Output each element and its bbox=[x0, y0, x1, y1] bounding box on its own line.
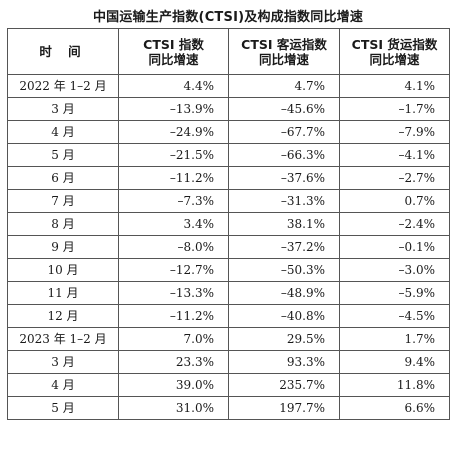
cell-passenger: –67.7% bbox=[228, 120, 340, 144]
table-row: 10 月 –12.7% –50.3% –3.0% bbox=[7, 258, 450, 282]
cell-passenger: 4.7% bbox=[228, 74, 340, 98]
header-row: 时 间 CTSI 指数 同比增速 CTSI 客运指数 同比增速 CTSI 货运指… bbox=[7, 28, 450, 75]
table-row: 6 月 –11.2% –37.6% –2.7% bbox=[7, 166, 450, 190]
cell-passenger: –50.3% bbox=[228, 258, 340, 282]
table-row: 2022 年 1–2 月 4.4% 4.7% 4.1% bbox=[7, 74, 450, 98]
cell-period: 5 月 bbox=[7, 143, 119, 167]
cell-ctsi: 23.3% bbox=[118, 350, 229, 374]
cell-passenger: –40.8% bbox=[228, 304, 340, 328]
table-body: 2022 年 1–2 月 4.4% 4.7% 4.1% 3 月 –13.9% –45.6% –… bbox=[7, 74, 450, 420]
table-row: 8 月 3.4% 38.1% –2.4% bbox=[7, 212, 450, 236]
table-row: 9 月 –8.0% –37.2% –0.1% bbox=[7, 235, 450, 259]
cell-freight: 0.7% bbox=[339, 189, 450, 213]
cell-period: 12 月 bbox=[7, 304, 119, 328]
cell-period: 3 月 bbox=[7, 97, 119, 121]
cell-ctsi: 3.4% bbox=[118, 212, 229, 236]
cell-freight: –2.4% bbox=[339, 212, 450, 236]
cell-ctsi: 31.0% bbox=[118, 396, 229, 420]
table-row: 3 月 –13.9% –45.6% –1.7% bbox=[7, 97, 450, 121]
cell-ctsi: –11.2% bbox=[118, 166, 229, 190]
cell-period: 2022 年 1–2 月 bbox=[7, 74, 119, 98]
table-row: 5 月 –21.5% –66.3% –4.1% bbox=[7, 143, 450, 167]
cell-freight: 1.7% bbox=[339, 327, 450, 351]
table-row: 4 月 –24.9% –67.7% –7.9% bbox=[7, 120, 450, 144]
cell-ctsi: –13.9% bbox=[118, 97, 229, 121]
table-row: 3 月 23.3% 93.3% 9.4% bbox=[7, 350, 450, 374]
cell-ctsi: –24.9% bbox=[118, 120, 229, 144]
table-row: 2023 年 1–2 月 7.0% 29.5% 1.7% bbox=[7, 327, 450, 351]
cell-passenger: 93.3% bbox=[228, 350, 340, 374]
cell-period: 2023 年 1–2 月 bbox=[7, 327, 119, 351]
header-freight-line1: CTSI 货运指数 bbox=[351, 36, 438, 52]
cell-passenger: –37.2% bbox=[228, 235, 340, 259]
cell-ctsi: –13.3% bbox=[118, 281, 229, 305]
table-row: 4 月 39.0% 235.7% 11.8% bbox=[7, 373, 450, 397]
cell-freight: 11.8% bbox=[339, 373, 450, 397]
cell-freight: –7.9% bbox=[339, 120, 450, 144]
cell-ctsi: –7.3% bbox=[118, 189, 229, 213]
cell-period: 5 月 bbox=[7, 396, 119, 420]
cell-period: 4 月 bbox=[7, 373, 119, 397]
header-ctsi: CTSI 指数 同比增速 bbox=[118, 28, 229, 75]
header-freight-line2: 同比增速 bbox=[369, 51, 420, 67]
header-passenger-line2: 同比增速 bbox=[258, 51, 309, 67]
cell-passenger: 38.1% bbox=[228, 212, 340, 236]
cell-ctsi: 39.0% bbox=[118, 373, 229, 397]
cell-freight: –4.1% bbox=[339, 143, 450, 167]
cell-ctsi: 7.0% bbox=[118, 327, 229, 351]
cell-passenger: –37.6% bbox=[228, 166, 340, 190]
cell-period: 4 月 bbox=[7, 120, 119, 144]
cell-freight: –4.5% bbox=[339, 304, 450, 328]
cell-period: 3 月 bbox=[7, 350, 119, 374]
cell-freight: –2.7% bbox=[339, 166, 450, 190]
cell-period: 10 月 bbox=[7, 258, 119, 282]
ctsi-growth-table: 时 间 CTSI 指数 同比增速 CTSI 客运指数 同比增速 CTSI 货运指… bbox=[7, 28, 450, 420]
cell-passenger: –66.3% bbox=[228, 143, 340, 167]
header-passenger: CTSI 客运指数 同比增速 bbox=[228, 28, 340, 75]
cell-ctsi: –21.5% bbox=[118, 143, 229, 167]
cell-ctsi: –11.2% bbox=[118, 304, 229, 328]
header-passenger-line1: CTSI 客运指数 bbox=[241, 36, 327, 52]
header-period-label: 时 间 bbox=[39, 44, 87, 59]
cell-period: 7 月 bbox=[7, 189, 119, 213]
cell-freight: 6.6% bbox=[339, 396, 450, 420]
cell-freight: –5.9% bbox=[339, 281, 450, 305]
table-title: 中国运输生产指数(CTSI)及构成指数同比增速 bbox=[92, 10, 364, 25]
cell-period: 8 月 bbox=[7, 212, 119, 236]
cell-passenger: –45.6% bbox=[228, 97, 340, 121]
cell-passenger: 29.5% bbox=[228, 327, 340, 351]
cell-passenger: –31.3% bbox=[228, 189, 340, 213]
header-ctsi-line1: CTSI 指数 bbox=[143, 36, 204, 52]
cell-freight: –1.7% bbox=[339, 97, 450, 121]
cell-period: 9 月 bbox=[7, 235, 119, 259]
header-ctsi-line2: 同比增速 bbox=[148, 51, 199, 67]
cell-ctsi: 4.4% bbox=[118, 74, 229, 98]
table-row: 5 月 31.0% 197.7% 6.6% bbox=[7, 396, 450, 420]
table-row: 7 月 –7.3% –31.3% 0.7% bbox=[7, 189, 450, 213]
cell-freight: –3.0% bbox=[339, 258, 450, 282]
cell-ctsi: –8.0% bbox=[118, 235, 229, 259]
cell-period: 11 月 bbox=[7, 281, 119, 305]
cell-passenger: –48.9% bbox=[228, 281, 340, 305]
cell-passenger: 197.7% bbox=[228, 396, 340, 420]
cell-period: 6 月 bbox=[7, 166, 119, 190]
cell-freight: 4.1% bbox=[339, 74, 450, 98]
cell-freight: –0.1% bbox=[339, 235, 450, 259]
header-period: 时 间 bbox=[7, 28, 119, 75]
table-row: 12 月 –11.2% –40.8% –4.5% bbox=[7, 304, 450, 328]
cell-freight: 9.4% bbox=[339, 350, 450, 374]
table-row: 11 月 –13.3% –48.9% –5.9% bbox=[7, 281, 450, 305]
cell-ctsi: –12.7% bbox=[118, 258, 229, 282]
header-freight: CTSI 货运指数 同比增速 bbox=[339, 28, 450, 75]
cell-passenger: 235.7% bbox=[228, 373, 340, 397]
